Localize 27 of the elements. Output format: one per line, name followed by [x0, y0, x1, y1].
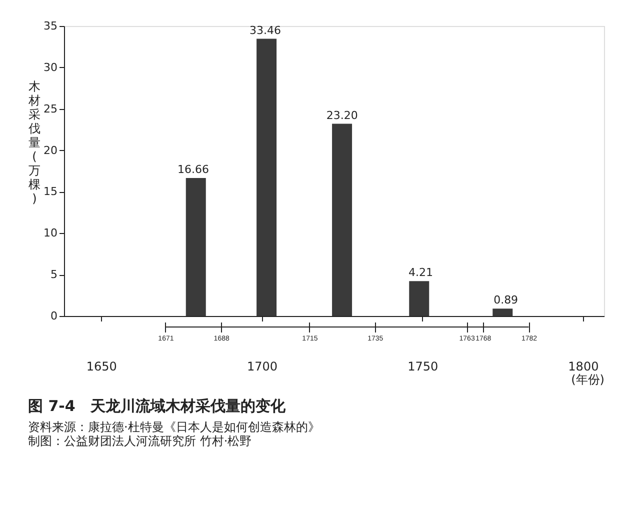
- bar: [332, 124, 352, 316]
- x-tick-label: 1800: [568, 360, 599, 374]
- data-label: 4.21: [408, 266, 433, 280]
- text: 木材采伐量(万棵): [28, 80, 40, 206]
- y-tick-label: 0: [50, 310, 58, 322]
- text: 资料来源：康拉德·杜特曼《日本人是如何创造森林的》: [28, 420, 320, 434]
- bar: [409, 281, 430, 316]
- bar: [492, 308, 513, 316]
- x-tick-label: 1750: [408, 360, 438, 374]
- x-tick-label: 1650: [86, 360, 117, 374]
- x-tick-label: 1700: [246, 360, 278, 374]
- text: 图 7-4 天龙川流域木材采伐量的变化: [28, 397, 286, 415]
- y-tick-label: 25: [44, 102, 58, 116]
- data-label: 23.20: [326, 108, 358, 122]
- y-tick-label: 15: [44, 185, 58, 198]
- data-label: 33.46: [250, 24, 282, 37]
- y-tick-label: 20: [44, 144, 58, 157]
- data-label: 0.89: [494, 294, 518, 307]
- bar: [256, 38, 277, 316]
- text: 制图：公益财团法人河流研究所 竹村·松野: [28, 434, 252, 448]
- y-tick-label: 30: [44, 60, 58, 74]
- y-tick-label: 35: [44, 20, 58, 32]
- y-tick-label: 5: [50, 268, 58, 282]
- bar: [186, 178, 206, 316]
- x-axis-title: (年份): [571, 372, 604, 386]
- data-label: 16.66: [178, 162, 210, 176]
- y-tick-label: 10: [44, 226, 58, 240]
